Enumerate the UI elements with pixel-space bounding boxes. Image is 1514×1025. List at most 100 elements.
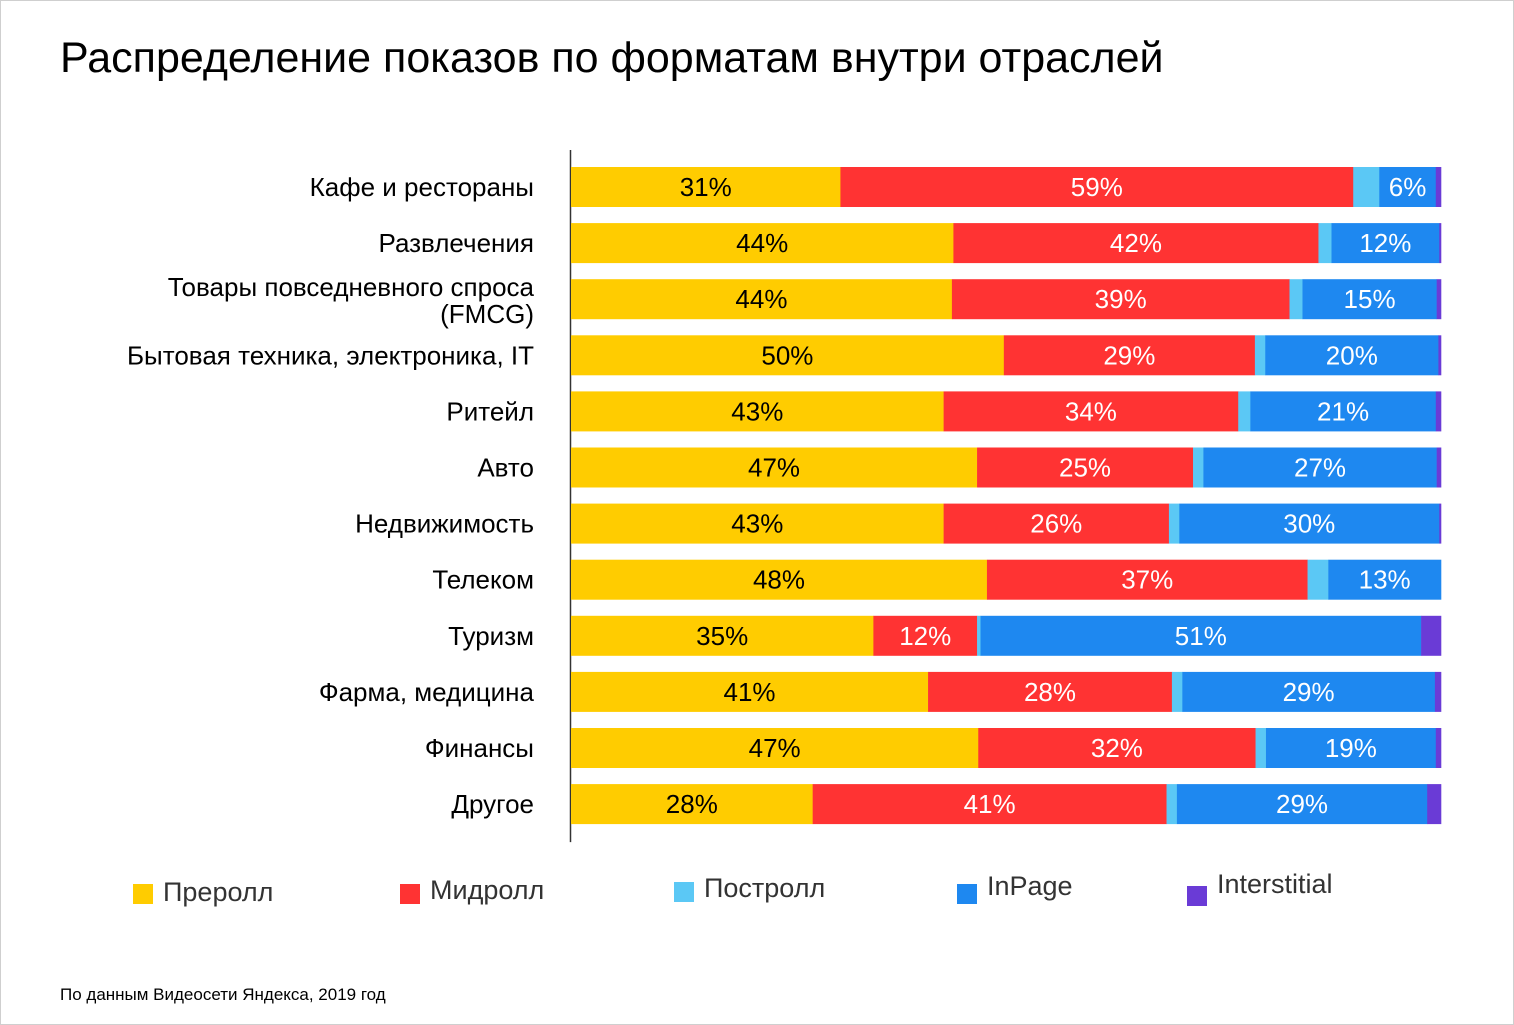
category-label: Фарма, медицина (319, 677, 535, 707)
data-label: 39% (1095, 284, 1147, 314)
bar-segment (571, 223, 954, 264)
bar-segment (1203, 447, 1437, 488)
category-label: Бытовая техника, электроника, IT (127, 340, 534, 370)
data-label: 30% (1283, 509, 1335, 539)
category-label-line: Товары повседневного спроса (168, 272, 535, 302)
bar-segment (1435, 167, 1442, 207)
data-label: 12% (1359, 228, 1411, 258)
bar-segment (1379, 167, 1437, 207)
data-label: 44% (736, 228, 788, 258)
data-label: 51% (1175, 621, 1227, 651)
bar-segment (571, 391, 944, 432)
bar-segment (571, 167, 841, 207)
data-label: 27% (1294, 453, 1346, 483)
legend-swatch (133, 884, 153, 904)
data-label: 29% (1103, 340, 1155, 370)
bar-segment (1171, 671, 1183, 712)
bar-segment (1168, 503, 1180, 544)
category-label: Товары повседневного спроса (FMCG) (168, 272, 535, 329)
category-label: Телеком (432, 565, 534, 595)
bar-segment (1250, 391, 1437, 432)
bar-segment (571, 559, 988, 600)
data-label: 28% (666, 789, 718, 819)
data-label: 43% (731, 509, 783, 539)
bar-segment (571, 503, 944, 544)
bar-segment (1421, 615, 1442, 656)
legend-swatch (957, 884, 977, 904)
legend-swatch (400, 884, 420, 904)
category-label: Авто (477, 453, 534, 483)
bar-segment (1318, 223, 1332, 264)
bar-segment (986, 559, 1308, 600)
bar-segment (1238, 391, 1251, 432)
data-label: 28% (1024, 677, 1076, 707)
bar-segment (1166, 784, 1178, 825)
legend-swatch (674, 882, 694, 902)
bar-segment (943, 391, 1239, 432)
data-label: 48% (753, 565, 805, 595)
bar-segment (980, 615, 1422, 656)
data-label: 59% (1071, 172, 1123, 202)
bar-segment (1289, 279, 1303, 320)
category-label: Недвижимость (355, 509, 534, 539)
bar-segment (1179, 503, 1440, 544)
category-label: Кафе и рестораны (310, 172, 534, 202)
data-label: 37% (1121, 565, 1173, 595)
category-label: Ритейл (446, 396, 534, 426)
legend-label: Постролл (704, 873, 825, 903)
bar-segment (978, 728, 1256, 768)
bar-segment (1003, 335, 1256, 376)
bar-segment (571, 335, 1005, 376)
legend-label: Преролл (163, 877, 273, 907)
bar-segment (1331, 223, 1440, 264)
data-label: 41% (724, 677, 776, 707)
category-label: Другое (451, 789, 534, 819)
data-label: 31% (680, 172, 732, 202)
data-label: 43% (731, 396, 783, 426)
bar-segment (840, 167, 1354, 207)
data-label: 32% (1091, 733, 1143, 763)
bar-segment (1255, 728, 1267, 768)
category-label: Развлечения (378, 228, 534, 258)
data-label: 6% (1389, 172, 1427, 202)
bar-segment (1427, 784, 1442, 825)
bar-segment (1302, 279, 1437, 320)
bar-segment (943, 503, 1170, 544)
bar-segment (571, 728, 979, 768)
legend-label: Interstitial (1217, 869, 1333, 899)
bar-segment (1265, 335, 1439, 376)
legend-label: InPage (987, 871, 1073, 901)
data-label: 44% (735, 284, 787, 314)
bar-segment (1439, 503, 1442, 544)
bar-segment (1254, 335, 1266, 376)
legend-label: Мидролл (430, 875, 544, 905)
bar-segment (1328, 559, 1442, 600)
bar-segment (1176, 784, 1428, 825)
category-label: Финансы (425, 733, 534, 763)
bar-segment (1193, 447, 1204, 488)
bar-segment (1353, 167, 1380, 207)
bar-segment (1436, 279, 1442, 320)
data-label: 29% (1283, 677, 1335, 707)
bar-segment (1439, 223, 1442, 264)
data-label: 34% (1065, 396, 1117, 426)
data-label: 47% (748, 453, 800, 483)
bar-segment (571, 671, 929, 712)
data-label: 12% (899, 621, 951, 651)
data-label: 47% (749, 733, 801, 763)
bar-segment (812, 784, 1167, 825)
data-label: 50% (761, 340, 813, 370)
bar-segment (977, 447, 1194, 488)
bar-segment (928, 671, 1173, 712)
data-label: 13% (1359, 565, 1411, 595)
category-label: Туризм (448, 621, 534, 651)
bar-segment (1434, 671, 1442, 712)
bar-segment (571, 279, 953, 320)
bar-segment (1182, 671, 1436, 712)
bar-segment (977, 615, 981, 656)
bar-segment (951, 279, 1290, 320)
data-label: 41% (964, 789, 1016, 819)
data-label: 20% (1326, 340, 1378, 370)
data-label: 19% (1325, 733, 1377, 763)
